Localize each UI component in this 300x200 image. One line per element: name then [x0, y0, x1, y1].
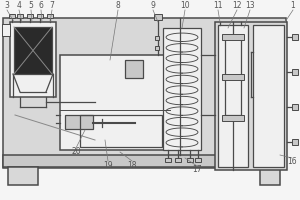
- Bar: [65, 115, 93, 129]
- Bar: [17, 14, 23, 18]
- Text: 19: 19: [103, 160, 113, 170]
- Bar: [165, 158, 171, 162]
- Bar: [47, 14, 53, 18]
- Text: 18: 18: [127, 160, 137, 170]
- Bar: [154, 14, 162, 20]
- Bar: [14, 27, 52, 74]
- Bar: [2, 24, 10, 36]
- Text: 6: 6: [39, 1, 44, 10]
- Bar: [222, 115, 244, 121]
- Bar: [10, 22, 56, 97]
- Text: 3: 3: [4, 1, 9, 10]
- Bar: [8, 167, 38, 185]
- Bar: [155, 36, 159, 40]
- Text: 11: 11: [213, 1, 223, 10]
- Bar: [218, 25, 248, 167]
- Bar: [253, 25, 284, 167]
- Text: 7: 7: [50, 1, 54, 10]
- Bar: [222, 34, 244, 40]
- Bar: [27, 14, 33, 18]
- Text: 17: 17: [192, 166, 202, 174]
- Text: 1: 1: [291, 1, 296, 10]
- Text: 10: 10: [180, 1, 190, 10]
- Bar: [37, 14, 43, 18]
- Bar: [292, 34, 298, 40]
- Bar: [187, 158, 193, 162]
- Text: 9: 9: [151, 1, 155, 10]
- Bar: [3, 155, 286, 167]
- Text: 12: 12: [232, 1, 242, 10]
- Text: 20: 20: [71, 148, 81, 156]
- Bar: [3, 18, 286, 168]
- Text: 5: 5: [28, 1, 33, 10]
- Bar: [292, 104, 298, 110]
- Bar: [60, 55, 170, 150]
- Text: 16: 16: [287, 158, 297, 166]
- Bar: [292, 69, 298, 75]
- Bar: [195, 158, 201, 162]
- Bar: [9, 14, 15, 18]
- Bar: [225, 37, 241, 115]
- Text: 4: 4: [16, 1, 21, 10]
- Bar: [215, 22, 287, 170]
- Bar: [155, 46, 159, 50]
- Bar: [222, 74, 244, 80]
- Bar: [292, 139, 298, 145]
- Bar: [80, 115, 162, 147]
- Bar: [175, 158, 181, 162]
- Bar: [163, 28, 201, 150]
- Text: 8: 8: [116, 1, 120, 10]
- Bar: [260, 167, 280, 185]
- Bar: [125, 60, 143, 78]
- Text: 13: 13: [245, 1, 255, 10]
